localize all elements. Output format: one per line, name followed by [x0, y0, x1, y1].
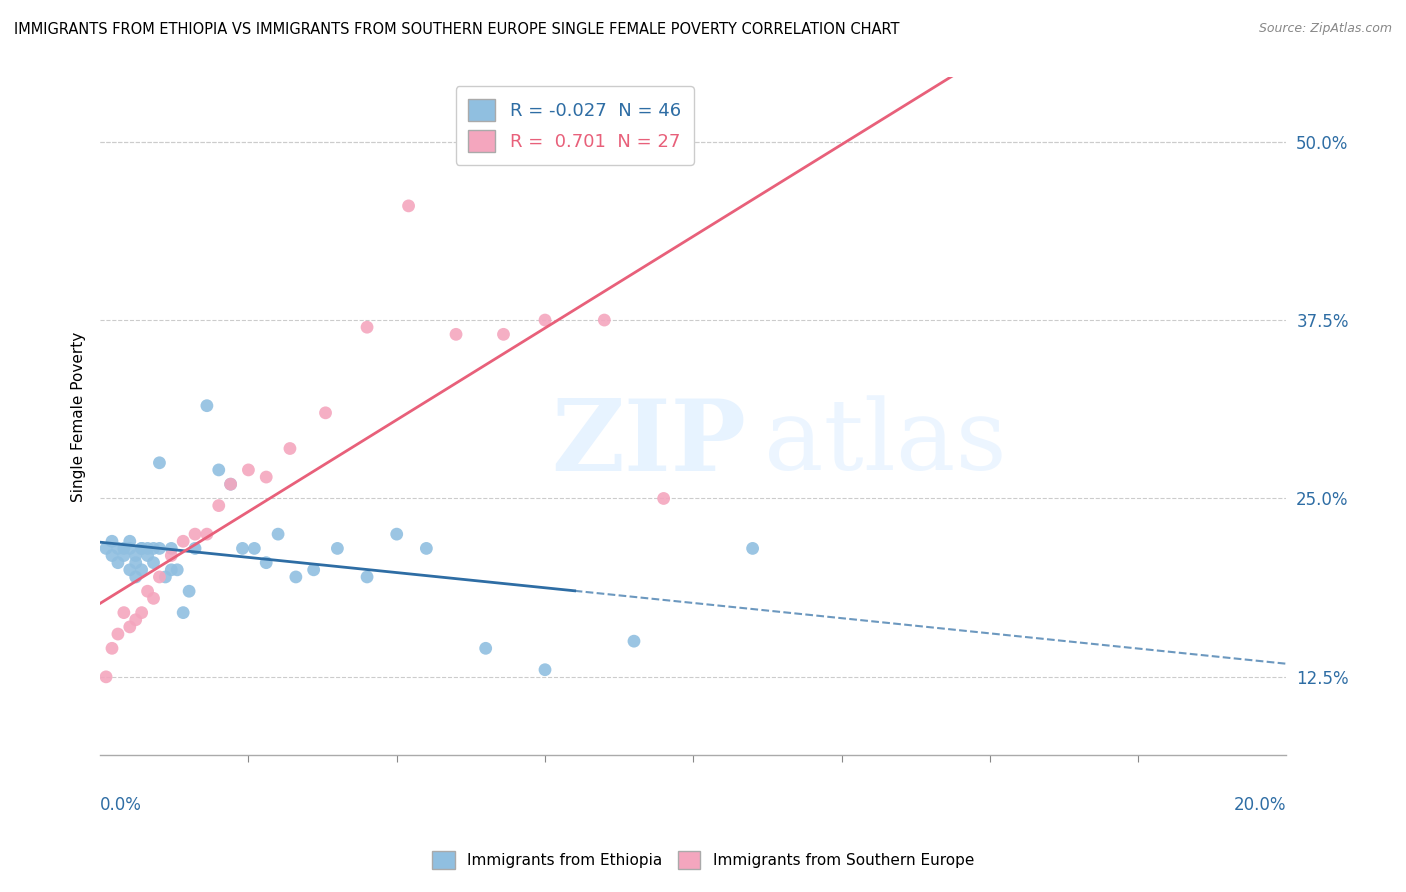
Point — [315, 406, 337, 420]
Point — [593, 313, 616, 327]
Point — [107, 541, 129, 556]
Point — [278, 442, 301, 456]
Point — [184, 527, 207, 541]
Point — [107, 556, 129, 570]
Point — [101, 534, 124, 549]
Point — [284, 570, 307, 584]
Point — [356, 320, 378, 334]
Point — [254, 556, 277, 570]
Point — [492, 327, 515, 342]
Point — [142, 541, 165, 556]
Point — [118, 620, 141, 634]
Point — [112, 541, 135, 556]
Point — [112, 549, 135, 563]
Point — [623, 634, 645, 648]
Point — [219, 477, 242, 491]
Point — [142, 591, 165, 606]
Point — [118, 541, 141, 556]
Point — [652, 491, 675, 506]
Text: atlas: atlas — [765, 396, 1007, 491]
Point — [136, 584, 159, 599]
Text: Source: ZipAtlas.com: Source: ZipAtlas.com — [1258, 22, 1392, 36]
Point — [195, 527, 218, 541]
Point — [107, 627, 129, 641]
Legend: Immigrants from Ethiopia, Immigrants from Southern Europe: Immigrants from Ethiopia, Immigrants fro… — [426, 845, 980, 875]
Point — [131, 541, 153, 556]
Point — [125, 570, 148, 584]
Point — [148, 570, 170, 584]
Point — [741, 541, 763, 556]
Point — [177, 584, 200, 599]
Point — [534, 313, 557, 327]
Point — [385, 527, 408, 541]
Point — [356, 570, 378, 584]
Point — [148, 456, 170, 470]
Point — [160, 541, 183, 556]
Point — [474, 641, 496, 656]
Point — [131, 563, 153, 577]
Point — [184, 541, 207, 556]
Text: 0.0%: 0.0% — [100, 796, 142, 814]
Point — [172, 606, 194, 620]
Y-axis label: Single Female Poverty: Single Female Poverty — [72, 331, 86, 501]
Point — [231, 541, 253, 556]
Point — [398, 199, 420, 213]
Legend: R = -0.027  N = 46, R =  0.701  N = 27: R = -0.027 N = 46, R = 0.701 N = 27 — [456, 87, 693, 165]
Point — [118, 534, 141, 549]
Point — [131, 541, 153, 556]
Point — [254, 470, 277, 484]
Point — [326, 541, 349, 556]
Point — [94, 670, 117, 684]
Point — [125, 549, 148, 563]
Text: 20.0%: 20.0% — [1234, 796, 1286, 814]
Text: IMMIGRANTS FROM ETHIOPIA VS IMMIGRANTS FROM SOUTHERN EUROPE SINGLE FEMALE POVERT: IMMIGRANTS FROM ETHIOPIA VS IMMIGRANTS F… — [14, 22, 900, 37]
Point — [415, 541, 437, 556]
Point — [112, 606, 135, 620]
Point — [101, 549, 124, 563]
Point — [219, 477, 242, 491]
Point — [534, 663, 557, 677]
Point — [136, 541, 159, 556]
Point — [125, 613, 148, 627]
Point — [267, 527, 290, 541]
Point — [101, 641, 124, 656]
Point — [195, 399, 218, 413]
Text: ZIP: ZIP — [551, 395, 745, 492]
Point — [160, 549, 183, 563]
Point — [172, 534, 194, 549]
Point — [131, 606, 153, 620]
Point — [118, 563, 141, 577]
Point — [136, 549, 159, 563]
Point — [243, 541, 266, 556]
Point — [208, 463, 231, 477]
Point — [208, 499, 231, 513]
Point — [155, 570, 177, 584]
Point — [148, 541, 170, 556]
Point — [125, 556, 148, 570]
Point — [238, 463, 260, 477]
Point — [142, 556, 165, 570]
Point — [444, 327, 467, 342]
Point — [94, 541, 117, 556]
Point — [166, 563, 188, 577]
Point — [160, 563, 183, 577]
Point — [302, 563, 325, 577]
